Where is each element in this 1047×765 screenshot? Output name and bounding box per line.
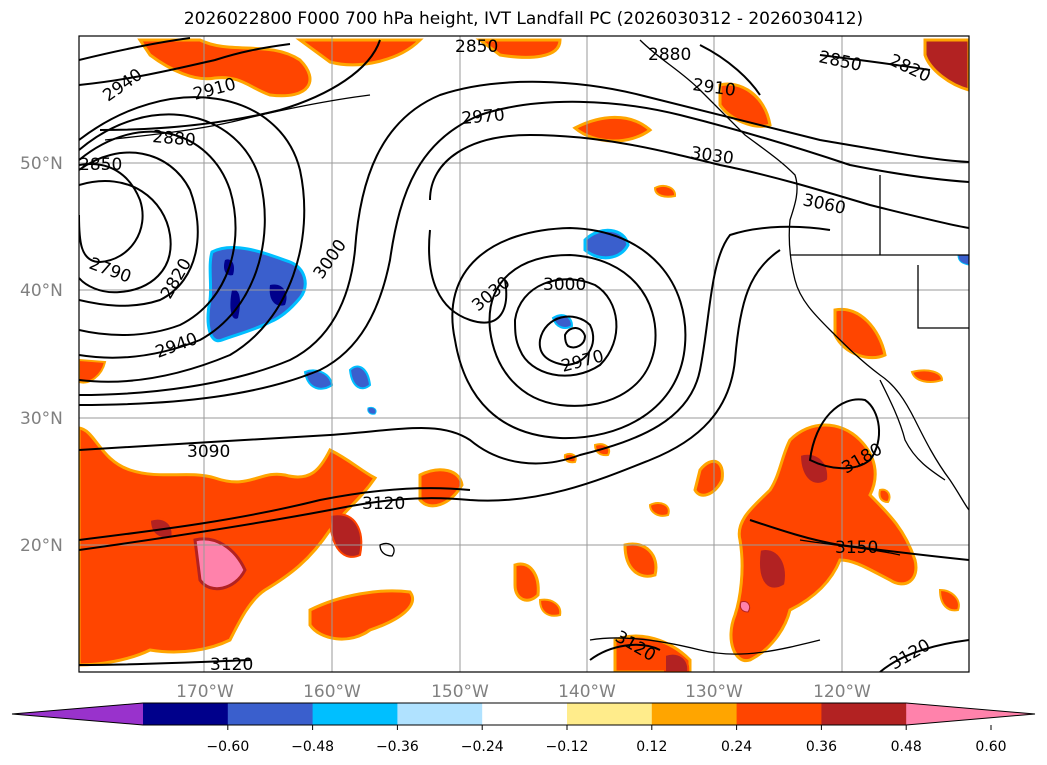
lat-label-50n: 50°N: [20, 154, 63, 174]
lon-label-120w: 120°W: [813, 682, 871, 702]
longitude-labels: 170°W 160°W 150°W 140°W 130°W 120°W: [176, 682, 871, 702]
lon-label-160w: 160°W: [303, 682, 361, 702]
colorbar-tick-label: 0.36: [806, 739, 837, 755]
lon-label-150w: 150°W: [431, 682, 489, 702]
contour-label: 2880: [648, 45, 691, 65]
colorbar: −0.60 −0.48 −0.36 −0.24 −0.12 0.12 0.24 0.36 0.4…: [11, 702, 1036, 755]
colorbar-segment: [397, 703, 483, 725]
latitude-labels: 50°N 40°N 30°N 20°N: [20, 154, 63, 556]
lon-label-140w: 140°W: [558, 682, 616, 702]
graticule: [79, 36, 969, 672]
contour-label: 2970: [461, 105, 506, 129]
height-contours: [79, 37, 969, 672]
colorbar-extend-low: [12, 703, 143, 725]
map-border: [78, 35, 970, 673]
map-title: 2026022800 F000 700 hPa height, IVT Land…: [183, 9, 864, 29]
colorbar-tick-label: −0.12: [546, 739, 589, 755]
colorbar-segment: [482, 703, 568, 725]
colorbar-segment: [227, 703, 314, 725]
contour-label: 3000: [543, 275, 586, 295]
lon-label-170w: 170°W: [176, 682, 234, 702]
colorbar-segment: [651, 703, 738, 725]
lat-label-20n: 20°N: [20, 536, 63, 556]
lon-label-130w: 130°W: [685, 682, 743, 702]
contour-label: 2850: [79, 155, 122, 175]
colorbar-tick-label: −0.24: [461, 739, 504, 755]
colorbar-segment: [736, 703, 822, 725]
colorbar-segment: [821, 703, 907, 725]
colorbar-segment: [312, 703, 398, 725]
contour-label: 3120: [210, 655, 253, 675]
ivt-negative-shading: [206, 229, 969, 415]
contour-label: 3090: [187, 442, 230, 462]
colorbar-tick-label: −0.36: [376, 739, 419, 755]
contour-label: 2850: [455, 37, 498, 57]
colorbar-tick-label: 0.12: [636, 739, 667, 755]
colorbar-tick-label: 0.48: [891, 739, 922, 755]
colorbar-tick-label: −0.60: [206, 739, 249, 755]
lat-label-40n: 40°N: [20, 281, 63, 301]
coastlines: [104, 39, 969, 655]
contour-label: 3120: [362, 494, 405, 514]
contour-label: 3150: [835, 538, 878, 558]
colorbar-tick-label: 0.60: [975, 739, 1006, 755]
contour-label: 2880: [152, 127, 197, 151]
colorbar-extend-high: [906, 703, 1035, 725]
lat-label-30n: 30°N: [20, 409, 63, 429]
colorbar-segment: [567, 703, 653, 725]
ivt-positive-shading: [79, 38, 969, 672]
colorbar-tick-label: −0.48: [291, 739, 334, 755]
colorbar-segment: [143, 703, 229, 725]
colorbar-tick-label: 0.24: [721, 739, 752, 755]
